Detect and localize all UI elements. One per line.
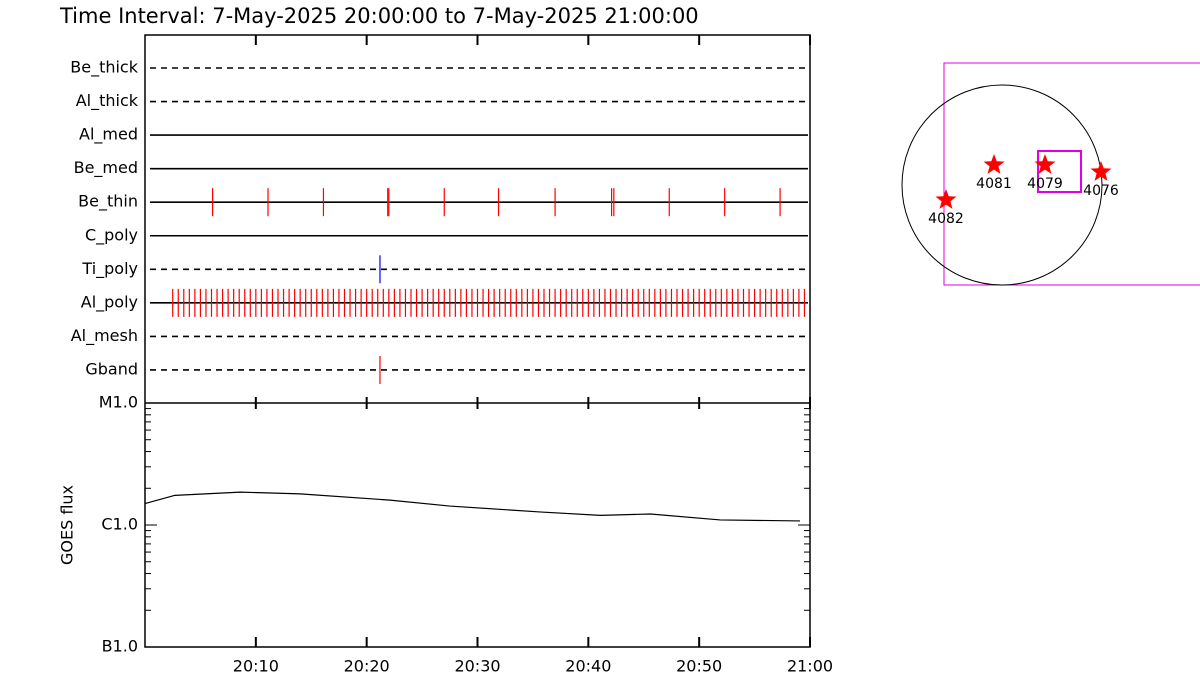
region-star [983, 154, 1005, 174]
target-box [1037, 150, 1082, 193]
region-star [1090, 161, 1112, 181]
region-star [1034, 154, 1056, 174]
goes-curve [144, 491, 801, 522]
region-label: 4082 [928, 211, 964, 227]
plot-frame [144, 34, 811, 648]
row-label: Al_mesh [71, 326, 138, 346]
x-tick-label: 20:50 [676, 657, 722, 676]
y-tick-label: B1.0 [102, 637, 138, 656]
row-label: Ti_poly [81, 259, 138, 279]
row-label: Be_med [74, 158, 138, 178]
field-of-view [943, 62, 1200, 286]
row-label: C_poly [85, 225, 138, 245]
chart-title: Time Interval: 7-May-2025 20:00:00 to 7-… [59, 4, 699, 28]
region-star [935, 189, 957, 209]
region-label: 4079 [1027, 176, 1063, 192]
y-axis-label: GOES flux [58, 485, 77, 565]
x-tick-label: 20:10 [233, 657, 279, 676]
y-tick-label: M1.0 [99, 393, 138, 412]
row-label: Al_poly [81, 292, 138, 312]
row-label: Gband [85, 359, 138, 378]
y-tick-label: C1.0 [101, 515, 138, 534]
region-label: 4081 [976, 176, 1012, 192]
row-label: Be_thick [70, 58, 138, 78]
region-label: 4076 [1083, 183, 1119, 199]
x-tick-label: 20:20 [344, 657, 390, 676]
row-label: Be_thin [78, 192, 138, 212]
solar-limb [901, 84, 1103, 286]
map [901, 62, 1200, 286]
x-tick-label: 20:40 [565, 657, 611, 676]
x-tick-label: 20:30 [454, 657, 500, 676]
row-label: Al_med [79, 125, 138, 145]
row-label: Al_thick [76, 91, 139, 111]
x-tick-label: 21:00 [787, 657, 833, 676]
